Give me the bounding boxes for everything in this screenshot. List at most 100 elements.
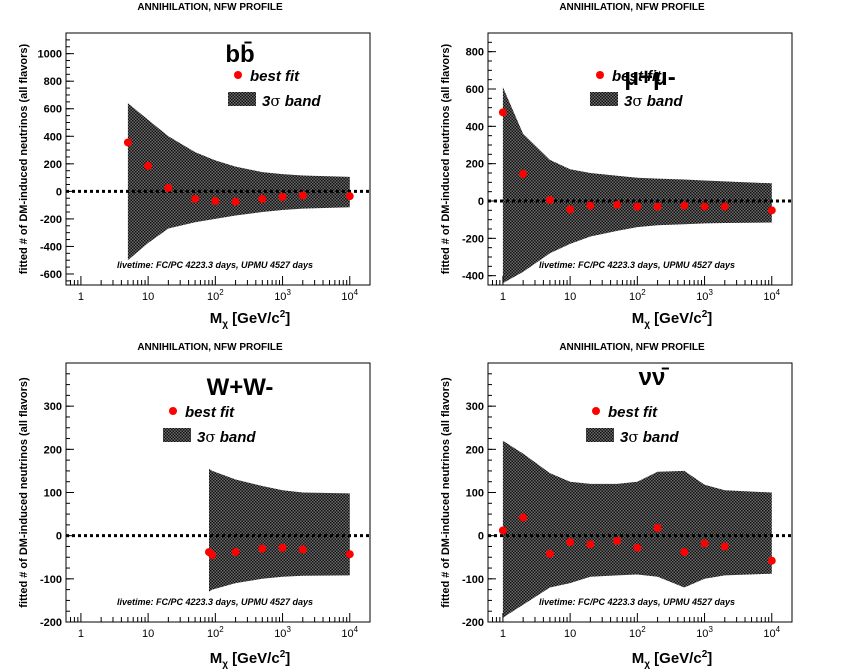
y-axis-label: fitted # of DM-induced neutrinos (all fl… <box>440 43 452 274</box>
best-fit-point <box>298 545 307 554</box>
y-tick-label: -200 <box>40 214 62 226</box>
y-tick-label: 300 <box>44 401 62 413</box>
best-fit-point <box>191 194 200 203</box>
livetime-note: livetime: FC/PC 4223.3 days, UPMU 4527 d… <box>117 260 313 270</box>
sigma-band <box>502 87 772 284</box>
y-tick-label: -100 <box>462 574 484 586</box>
legend-label-best-fit: best fit <box>185 404 235 421</box>
panel-title: ANNIHILATION, NFW PROFILE <box>137 2 283 13</box>
panel-2: ANNIHILATION, NFW PROFILE -400 -200 0 200 400… <box>440 2 793 330</box>
best-fit-point <box>519 513 528 522</box>
y-tick-label: 100 <box>466 488 484 500</box>
x-tick-label: 1 <box>500 291 506 303</box>
x-tick-label: 104 <box>341 288 358 303</box>
x-tick-label: 10 <box>142 291 154 303</box>
livetime-note: livetime: FC/PC 4223.3 days, UPMU 4527 d… <box>539 260 735 270</box>
best-fit-point <box>278 192 287 201</box>
x-axis-label: Mχ [GeV/c2] <box>210 309 291 330</box>
best-fit-point <box>123 138 132 147</box>
best-fit-point <box>345 550 354 559</box>
y-tick-label: 0 <box>56 531 62 543</box>
plot-frame <box>65 32 371 286</box>
y-tick-label: 1000 <box>38 49 62 61</box>
best-fit-point <box>700 539 709 548</box>
y-tick-label: 800 <box>44 76 62 88</box>
y-tick-label: 200 <box>44 159 62 171</box>
legend-label-best-fit: best fit <box>250 68 300 85</box>
panels: ANNIHILATION, NFW PROFILE -600 -400 -200 0 20… <box>18 2 793 670</box>
best-fit-point <box>767 206 776 215</box>
best-fit-point <box>144 161 153 170</box>
y-tick-label: 0 <box>478 531 484 543</box>
channel-label: νν̄ <box>639 364 670 391</box>
legend-label-band: 3σ band <box>624 92 683 110</box>
x-axis-label: Mχ [GeV/c2] <box>632 649 713 670</box>
y-tick-label: 400 <box>466 121 484 133</box>
best-fit-point <box>720 202 729 211</box>
y-axis-label: fitted # of DM-induced neutrinos (all fl… <box>18 377 30 608</box>
legend-swatch-band <box>228 92 256 106</box>
sigma-band <box>127 103 350 261</box>
x-tick-label: 10 <box>142 628 154 640</box>
plot-frame <box>487 32 793 286</box>
x-tick-label: 102 <box>207 288 224 303</box>
legend-label-band: 3σ band <box>262 92 321 110</box>
best-fit-point <box>633 202 642 211</box>
best-fit-point <box>208 551 217 560</box>
x-tick-label: 1 <box>78 628 84 640</box>
panel-title: ANNIHILATION, NFW PROFILE <box>559 342 705 353</box>
x-tick-label: 102 <box>629 625 646 640</box>
best-fit-point <box>498 526 507 535</box>
y-tick-label: -200 <box>462 233 484 245</box>
y-tick-label: -400 <box>40 241 62 253</box>
y-axis-label: fitted # of DM-induced neutrinos (all fl… <box>18 43 30 274</box>
y-tick-label: 0 <box>56 186 62 198</box>
panel-4: ANNIHILATION, NFW PROFILE -200 -100 0 100 200… <box>440 342 793 670</box>
best-fit-point <box>767 556 776 565</box>
channel-label: W+W- <box>207 374 274 401</box>
best-fit-point <box>258 194 267 203</box>
best-fit-point <box>613 536 622 545</box>
best-fit-point <box>720 542 729 551</box>
y-tick-label: 200 <box>466 159 484 171</box>
best-fit-point <box>680 201 689 210</box>
x-tick-label: 1 <box>78 291 84 303</box>
y-tick-label: 800 <box>466 47 484 59</box>
sigma-band <box>209 468 350 592</box>
x-axis-label: Mχ [GeV/c2] <box>632 309 713 330</box>
x-tick-label: 10 <box>564 291 576 303</box>
y-tick-label: -600 <box>40 269 62 281</box>
x-tick-label: 102 <box>207 625 224 640</box>
best-fit-point <box>345 192 354 201</box>
panel-3: ANNIHILATION, NFW PROFILE -200 -100 0 100 200… <box>18 342 371 670</box>
best-fit-point <box>545 196 554 205</box>
y-tick-label: -100 <box>40 574 62 586</box>
x-tick-label: 103 <box>696 288 713 303</box>
legend-marker-best-fit <box>596 71 604 79</box>
best-fit-point <box>700 202 709 211</box>
y-tick-label: 300 <box>466 401 484 413</box>
best-fit-point <box>211 197 220 205</box>
best-fit-point <box>258 544 267 553</box>
legend-marker-best-fit <box>234 71 242 79</box>
channel-label: bb̄ <box>225 41 254 68</box>
y-tick-label: 600 <box>44 104 62 116</box>
best-fit-point <box>519 169 528 178</box>
livetime-note: livetime: FC/PC 4223.3 days, UPMU 4527 d… <box>117 597 313 607</box>
best-fit-point <box>633 543 642 552</box>
livetime-note: livetime: FC/PC 4223.3 days, UPMU 4527 d… <box>539 597 735 607</box>
best-fit-point <box>545 549 554 558</box>
best-fit-point <box>586 201 595 210</box>
best-fit-point <box>498 108 507 117</box>
x-tick-label: 104 <box>763 288 780 303</box>
y-tick-label: 200 <box>44 444 62 456</box>
best-fit-point <box>680 548 689 557</box>
x-tick-label: 104 <box>763 625 780 640</box>
best-fit-point <box>164 183 173 192</box>
y-tick-label: 600 <box>466 84 484 96</box>
channel-label: μ+μ- <box>624 64 675 91</box>
best-fit-point <box>586 540 595 549</box>
legend-swatch-band <box>586 428 614 442</box>
panel-title: ANNIHILATION, NFW PROFILE <box>137 342 283 353</box>
